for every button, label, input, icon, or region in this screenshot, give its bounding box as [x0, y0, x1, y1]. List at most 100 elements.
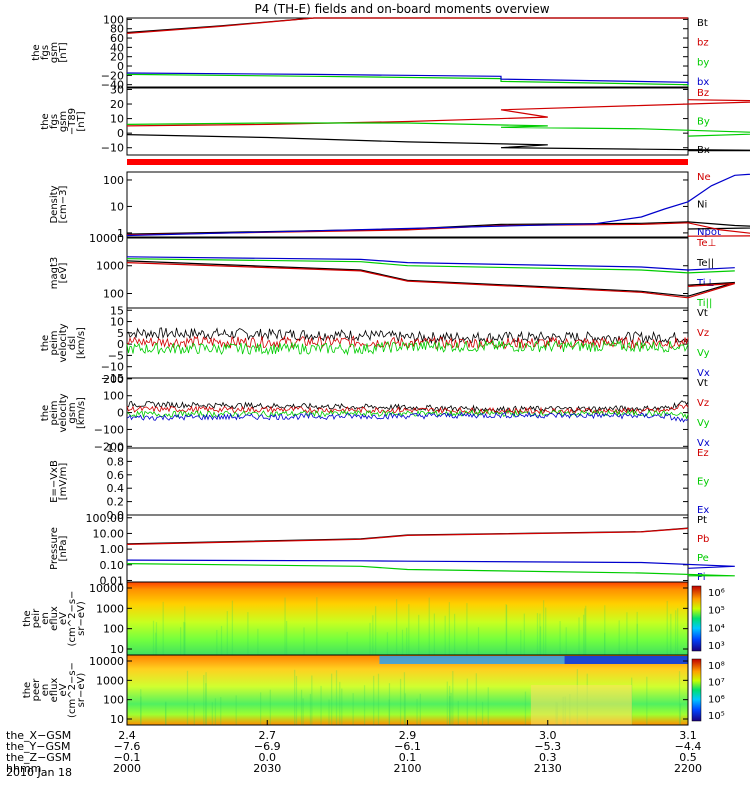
y-axis-label: the — [40, 405, 51, 421]
spectrogram-texture — [303, 627, 305, 655]
x-tick-label: 0.3 — [539, 751, 557, 764]
y-tick-label: 10000 — [89, 582, 124, 595]
panel-separator-bar — [127, 159, 688, 165]
series-te — [126, 262, 735, 299]
series-bz — [126, 17, 688, 34]
series-ne — [126, 222, 750, 237]
spectrogram-texture — [626, 612, 628, 655]
spectrogram-texture — [140, 689, 142, 725]
y-axis-label: velocity — [58, 393, 69, 432]
y-axis-label: [nPa] — [58, 535, 69, 561]
legend-bt: Bt — [697, 18, 708, 29]
spectrogram-texture — [481, 701, 484, 725]
y-tick-label: 0.8 — [107, 455, 125, 468]
legend-ey: Ey — [697, 477, 709, 488]
x-tick-label: 2100 — [394, 762, 422, 775]
y-tick-label: 10 — [110, 713, 124, 726]
series-vz — [126, 404, 689, 415]
spectrogram-texture — [677, 608, 679, 655]
x-tick-label: 2000 — [113, 762, 141, 775]
spectrogram-texture — [449, 695, 451, 725]
series-npot — [126, 173, 750, 237]
date-label: 2010 Jan 18 — [6, 766, 72, 779]
colorbar-tick-label: 10⁷ — [708, 678, 725, 689]
y-tick-label: −5 — [108, 349, 124, 362]
y-axis-label: (cm^2−s− — [67, 662, 78, 718]
y-tick-label: 1.0 — [107, 442, 125, 455]
y-tick-label: 1000 — [96, 602, 124, 615]
y-tick-label: 15 — [110, 304, 124, 317]
spectrogram-texture — [666, 600, 668, 655]
series-bt — [126, 17, 688, 34]
spectrogram-image — [127, 582, 688, 655]
y-tick-label: 1000 — [96, 260, 124, 273]
y-tick-label: 10 — [110, 113, 124, 126]
y-tick-label: 40 — [110, 41, 124, 54]
spectrogram-texture — [466, 678, 468, 725]
y-axis-label: fgs — [40, 45, 51, 60]
legend-vt: Vt — [697, 378, 708, 389]
y-tick-label: 100 — [103, 287, 124, 300]
x-tick-label: −5.3 — [534, 740, 561, 753]
colorbar — [691, 658, 702, 722]
spectrogram-texture — [269, 689, 271, 725]
y-tick-label: 1.00 — [100, 543, 125, 556]
y-tick-label: 60 — [110, 32, 124, 45]
x-axis-row-label: hhmm — [6, 762, 41, 775]
legend-ti: Ti|| — [696, 298, 712, 309]
spectrogram-texture — [335, 670, 338, 725]
series-by — [126, 122, 750, 137]
spectrogram-feature — [530, 685, 632, 725]
spectrogram-feature — [564, 656, 688, 664]
x-tick-label: 0.0 — [259, 751, 277, 764]
y-axis-label: [km/s] — [76, 327, 87, 359]
y-axis-label: the — [22, 610, 33, 626]
spectrogram-texture — [183, 621, 185, 655]
panel-frame — [126, 17, 689, 88]
chart-title: P4 (TH-E) fields and on-board moments ov… — [254, 2, 549, 16]
legend-bz: bz — [697, 38, 709, 49]
panel-frame — [126, 377, 689, 449]
spectrogram-texture — [675, 610, 677, 655]
spectrogram-texture — [339, 681, 341, 725]
spectrogram-texture — [302, 698, 304, 725]
legend-bx: bx — [697, 77, 709, 88]
y-axis-label: eflux — [49, 606, 60, 631]
colorbar-tick-label: 10⁶ — [708, 588, 725, 599]
legend-vy: Vy — [697, 418, 710, 429]
x-axis-row-label: the_Z−GSM — [6, 751, 71, 764]
spectrogram-texture — [448, 602, 450, 655]
legend-vz: Vz — [697, 398, 709, 409]
y-axis-label: peim — [49, 330, 60, 355]
x-tick-label: 2.9 — [399, 729, 417, 742]
spectrogram-texture — [152, 620, 155, 655]
colorbar-tick-label: 10⁴ — [708, 623, 725, 634]
y-tick-label: 10 — [110, 200, 124, 213]
spectrogram-texture — [428, 597, 430, 655]
spectrogram-texture — [180, 627, 182, 655]
series-by — [126, 73, 689, 87]
spectrogram-texture — [450, 692, 452, 725]
spectrogram-texture — [220, 697, 222, 725]
spectrogram-texture — [670, 613, 672, 655]
spectrogram-texture — [452, 670, 454, 725]
spectrogram-texture — [418, 614, 420, 655]
spectrogram-texture — [679, 703, 682, 725]
spectrogram-texture — [678, 671, 681, 725]
y-axis-label: the — [40, 335, 51, 351]
spectrogram-texture — [377, 673, 380, 725]
series-ti — [126, 258, 735, 274]
colorbar-tick-label: 10⁸ — [708, 661, 725, 672]
spectrogram-texture — [331, 673, 333, 725]
y-tick-label: −20 — [101, 69, 124, 82]
spectrogram-texture — [309, 693, 312, 725]
spectrogram-texture — [477, 627, 480, 655]
spectrogram-texture — [165, 701, 167, 725]
y-tick-label: 10 — [110, 643, 124, 656]
y-axis-label: [km/s] — [76, 397, 87, 429]
spectrogram-texture — [416, 698, 418, 725]
spectrogram-texture — [524, 691, 527, 725]
spectrogram-texture — [235, 695, 237, 725]
y-axis-label: the — [40, 113, 51, 129]
